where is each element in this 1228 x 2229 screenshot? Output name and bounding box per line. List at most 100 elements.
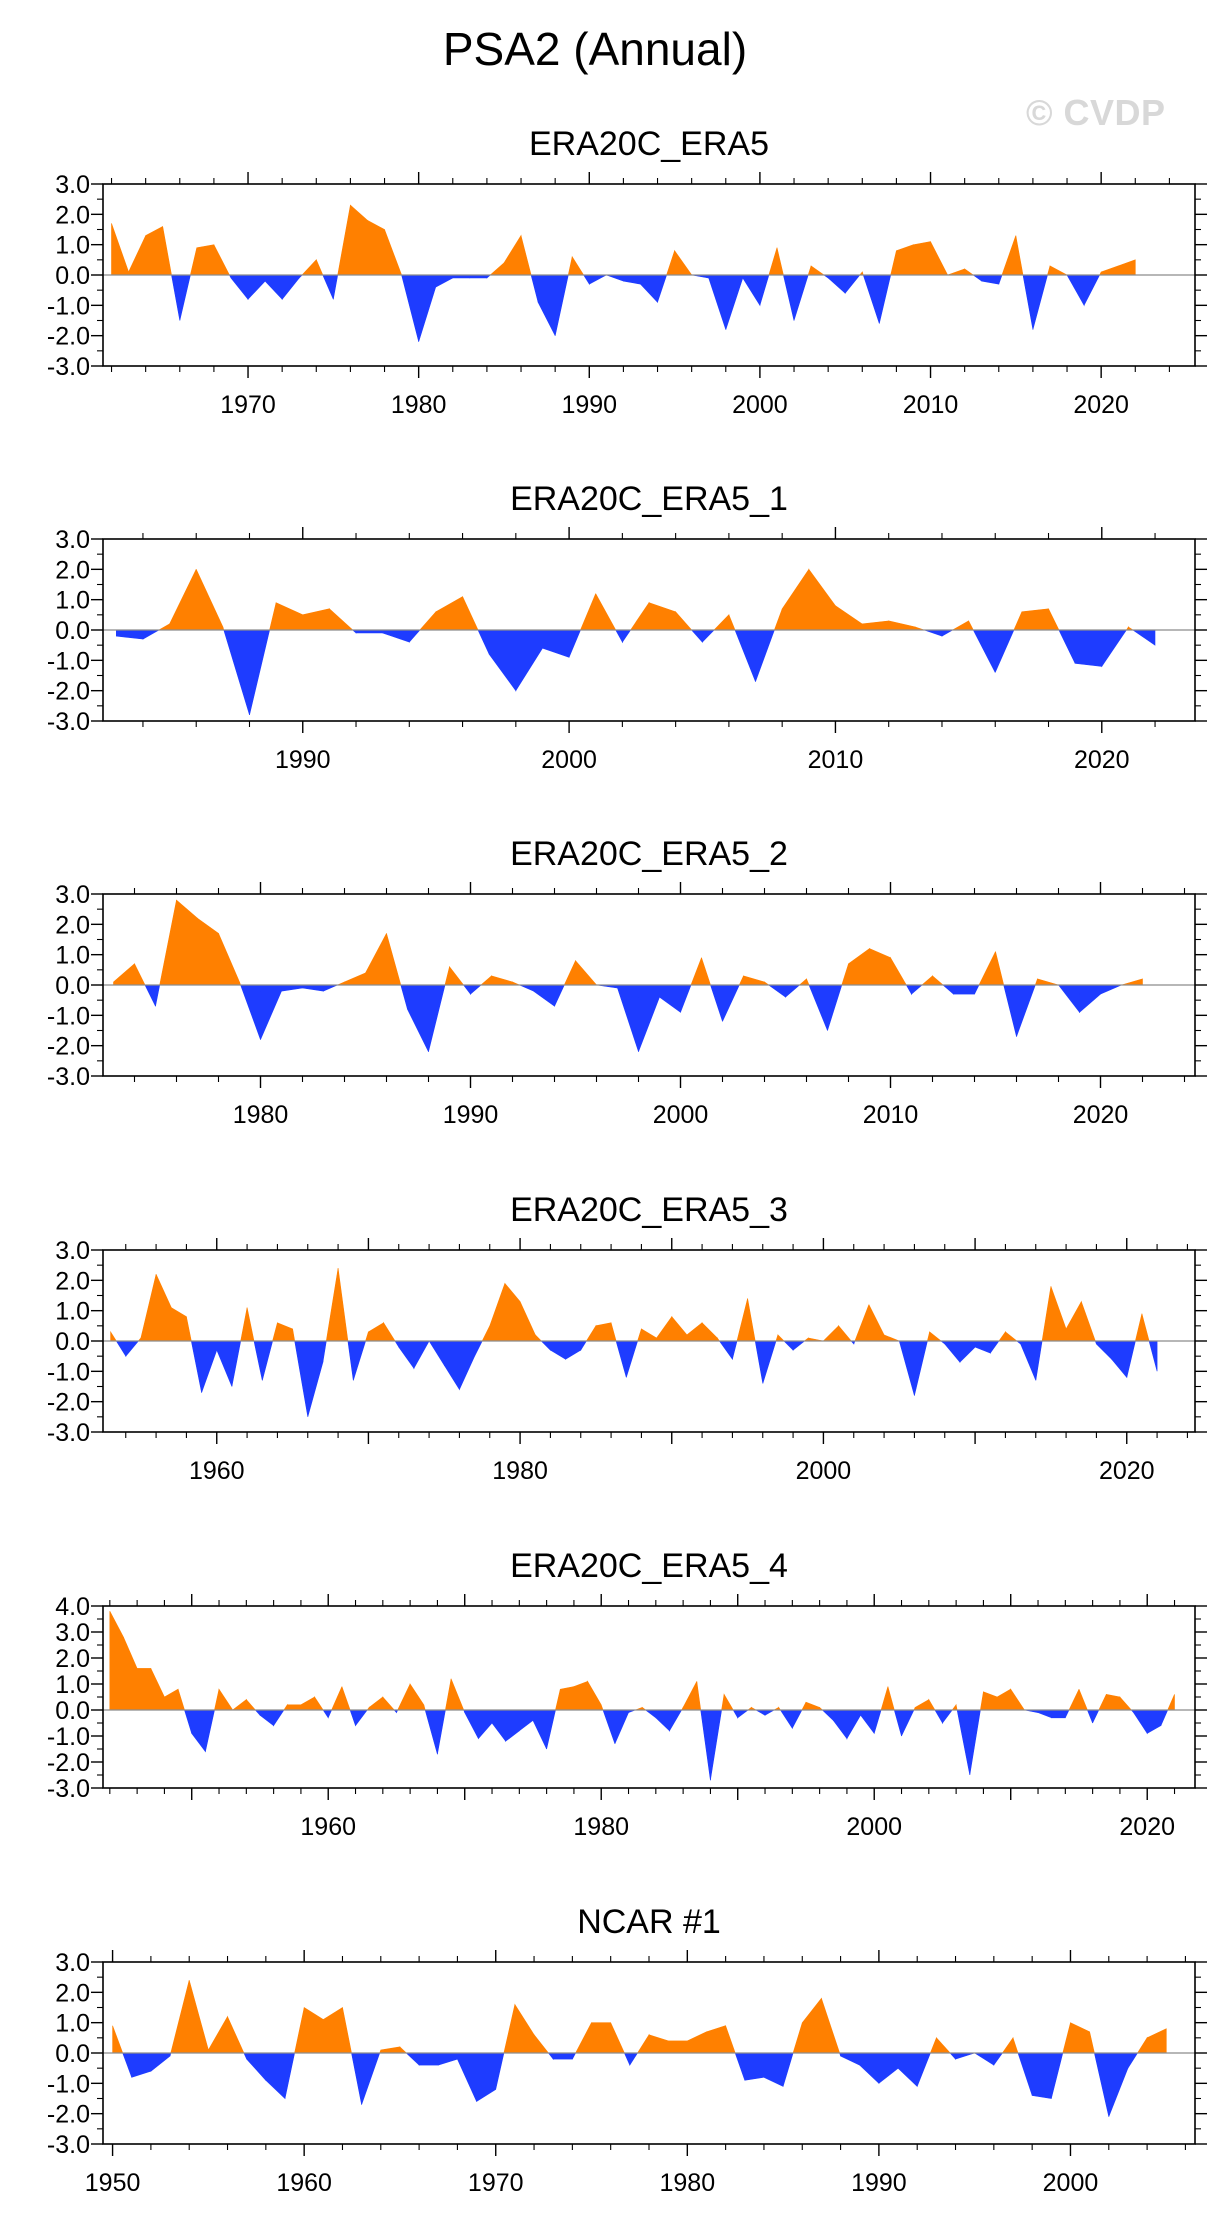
- y-tick-label: -1.0: [47, 1358, 90, 1386]
- negative-area: [1003, 984, 1017, 1037]
- y-tick-label: -2.0: [47, 323, 90, 351]
- negative-area: [254, 1709, 261, 1716]
- x-tick-label: 1970: [468, 2169, 524, 2197]
- negative-area: [327, 1709, 333, 1718]
- positive-area: [913, 241, 931, 276]
- positive-area: [610, 1322, 617, 1342]
- x-tick-label: 2000: [1043, 2169, 1099, 2197]
- negative-area: [142, 629, 161, 640]
- positive-area: [1010, 1688, 1025, 1711]
- positive-area: [980, 1691, 984, 1711]
- negative-area: [171, 274, 181, 321]
- positive-area: [520, 235, 532, 276]
- negative-area: [398, 1340, 415, 1370]
- positive-area: [534, 1334, 543, 1342]
- negative-area: [629, 2052, 639, 2067]
- negative-area: [400, 984, 408, 1010]
- negative-area: [470, 984, 482, 995]
- negative-area: [322, 1709, 329, 1719]
- x-tick-label: 1990: [851, 2169, 907, 2197]
- y-tick-label: 3.0: [55, 526, 90, 554]
- negative-area: [550, 1340, 566, 1360]
- x-tick-label: 2020: [1099, 1457, 1155, 1485]
- positive-area: [188, 1980, 209, 2054]
- positive-area: [450, 1678, 465, 1711]
- negative-area: [533, 984, 555, 1007]
- negative-area: [294, 1340, 309, 1417]
- x-tick-label: 1960: [300, 1813, 356, 1841]
- positive-area: [1065, 1300, 1082, 1342]
- positive-area: [1100, 265, 1119, 276]
- y-tick-label: 2.0: [55, 201, 90, 229]
- negative-area: [260, 984, 282, 1040]
- x-tick-label: 2020: [1073, 1101, 1129, 1129]
- positive-area: [701, 957, 711, 986]
- negative-area: [827, 274, 846, 294]
- positive-area: [386, 933, 402, 986]
- positive-area: [113, 963, 135, 986]
- negative-area: [150, 2052, 171, 2072]
- positive-area: [292, 1328, 296, 1342]
- positive-area: [1001, 2036, 1014, 2054]
- positive-area: [419, 611, 437, 631]
- negative-area: [332, 274, 339, 300]
- negative-area: [844, 274, 861, 295]
- negative-area: [878, 2052, 899, 2084]
- negative-area: [491, 1709, 507, 1743]
- negative-area: [565, 1340, 582, 1360]
- panel-title: ERA20C_ERA5_1: [510, 480, 788, 518]
- positive-area: [136, 1668, 152, 1711]
- negative-area: [914, 1340, 928, 1396]
- negative-area: [942, 1709, 953, 1724]
- y-tick-label: 3.0: [55, 1619, 90, 1647]
- negative-area: [443, 1340, 460, 1391]
- positive-area: [503, 2004, 516, 2054]
- positive-area: [157, 623, 170, 631]
- positive-area: [214, 1689, 220, 1711]
- positive-area: [671, 1315, 688, 1342]
- y-tick-label: -2.0: [47, 2101, 90, 2129]
- positive-area: [1068, 1689, 1080, 1711]
- negative-area: [352, 1340, 367, 1381]
- positive-area: [595, 593, 617, 631]
- negative-area: [944, 1340, 961, 1364]
- positive-area: [610, 2022, 625, 2054]
- negative-area: [655, 1709, 670, 1732]
- positive-area: [571, 255, 585, 276]
- negative-area: [767, 984, 786, 998]
- negative-area: [205, 1709, 215, 1752]
- negative-area: [144, 984, 156, 1007]
- negative-area: [659, 984, 681, 1013]
- negative-area: [934, 1709, 943, 1725]
- x-tick-label: 1950: [85, 2169, 141, 2197]
- negative-area: [1092, 1709, 1100, 1724]
- negative-area: [515, 629, 543, 692]
- negative-area: [1108, 2052, 1129, 2117]
- positive-area: [350, 204, 368, 276]
- negative-area: [916, 2052, 931, 2087]
- y-tick-label: -2.0: [47, 678, 90, 706]
- negative-area: [754, 1709, 766, 1716]
- y-tick-label: -1.0: [47, 647, 90, 675]
- negative-area: [249, 629, 270, 715]
- negative-area: [1146, 1709, 1162, 1734]
- negative-area: [382, 629, 410, 643]
- negative-area: [253, 1340, 263, 1381]
- chart-panel-4: ERA20C_ERA5_3 3.02.0 1.00.0-1.0 -2.0-3.0 196…: [47, 1191, 1207, 1485]
- positive-area: [575, 959, 598, 986]
- negative-area: [710, 984, 723, 1022]
- positive-area: [277, 1322, 293, 1342]
- positive-area: [801, 1997, 822, 2054]
- positive-area: [591, 2022, 612, 2054]
- negative-area: [623, 274, 641, 285]
- positive-area: [1001, 235, 1017, 276]
- negative-area: [732, 1340, 738, 1360]
- positive-area: [930, 241, 949, 276]
- positive-area: [595, 1322, 612, 1342]
- negative-area: [1160, 1709, 1169, 1726]
- positive-area: [170, 1980, 190, 2054]
- positive-area: [781, 568, 810, 631]
- x-tick-label: 2020: [1074, 746, 1130, 774]
- negative-area: [478, 1709, 493, 1740]
